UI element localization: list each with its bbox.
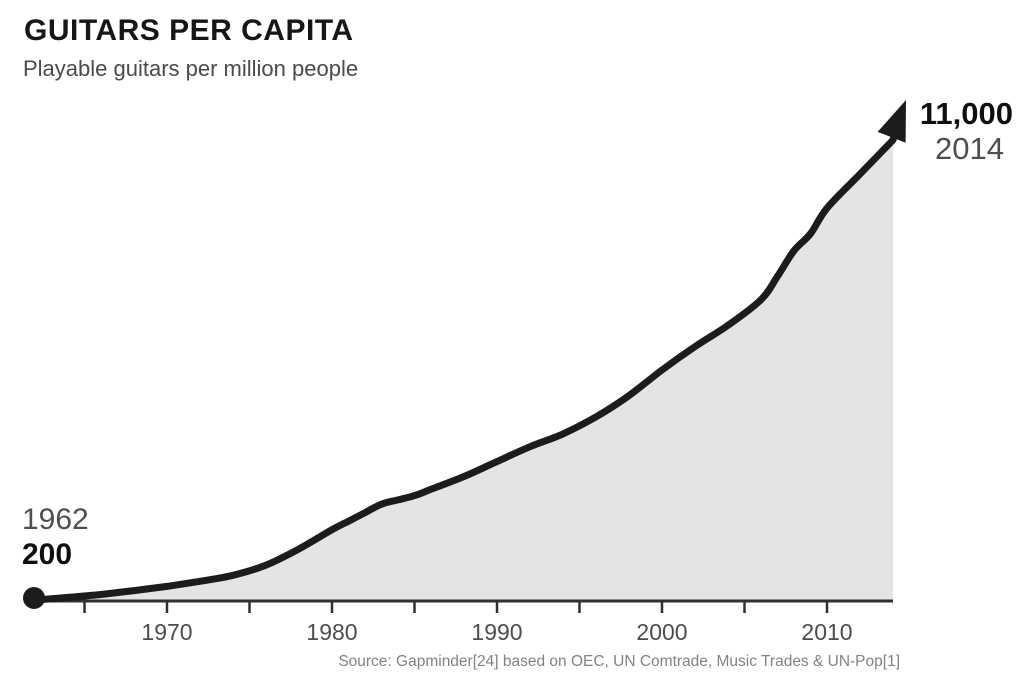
trend-line: [31, 112, 903, 604]
axis-tick-label: 1970: [141, 619, 192, 645]
start-dot: [23, 587, 45, 609]
source-note: Source: Gapminder[24] based on OEC, UN C…: [338, 653, 900, 670]
axis-tick-label: 1990: [471, 619, 522, 645]
end-annotation: 11,000 2014: [920, 96, 1013, 166]
axis-tick-label: 2000: [636, 619, 687, 645]
axis-tick-label: 1980: [306, 619, 357, 645]
start-year-label: 1962: [22, 503, 89, 536]
area-fill: [35, 140, 893, 600]
arrowhead-icon: [877, 100, 906, 143]
start-value-label: 200: [22, 538, 73, 571]
end-value-label: 11,000: [919, 96, 1013, 131]
chart-title: GUITARS PER CAPITA: [24, 14, 354, 47]
start-annotation: 1962 200: [22, 503, 89, 573]
end-year-label: 2014: [935, 131, 1004, 166]
chart-subtitle: Playable guitars per million people: [23, 56, 359, 81]
axis-tick-label: 2010: [801, 619, 852, 645]
